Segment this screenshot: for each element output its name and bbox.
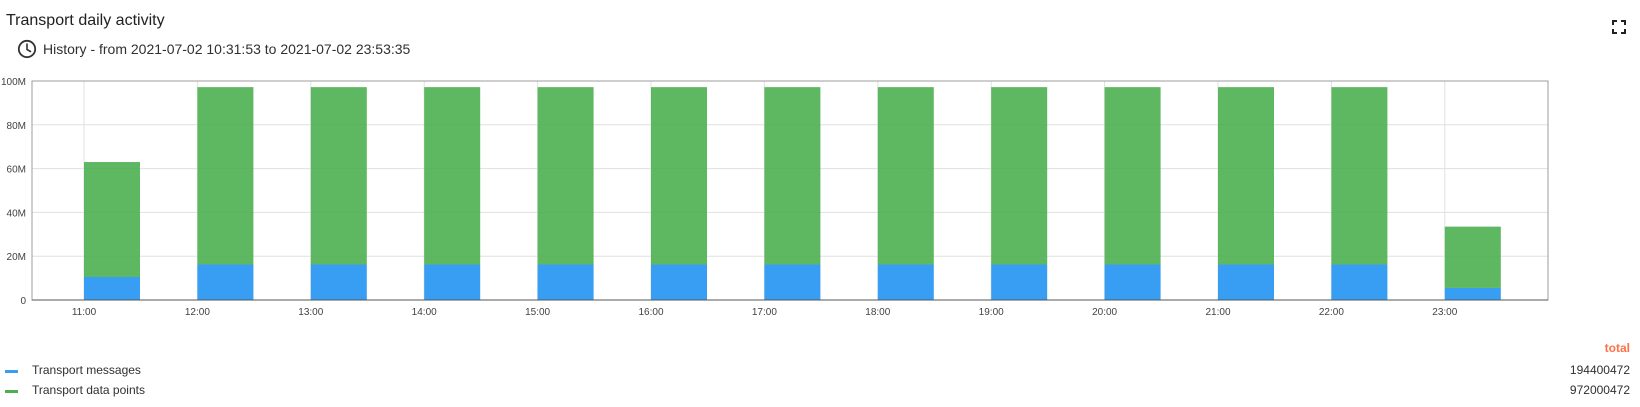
legend-label: Transport data points [32, 383, 145, 397]
x-tick-label: 16:00 [638, 307, 663, 318]
x-tick-label: 12:00 [185, 307, 210, 318]
bar-transport-messages [991, 264, 1048, 300]
bar-transport-data-points [651, 87, 707, 265]
legend-item-transport-messages[interactable]: Transport messages 194400472 [0, 362, 1640, 380]
legend-total-value: 972000472 [1569, 383, 1630, 397]
y-tick-label: 40M [7, 208, 26, 219]
bar-transport-messages [1331, 264, 1388, 300]
y-tick-label: 0 [20, 296, 26, 307]
bar-transport-messages [651, 264, 707, 300]
x-tick-label: 15:00 [525, 307, 550, 318]
bar-transport-messages [1104, 264, 1161, 300]
x-tick-label: 22:00 [1319, 307, 1344, 318]
y-tick-label: 80M [7, 121, 26, 132]
bar-transport-data-points [991, 87, 1048, 265]
history-timewindow[interactable]: History - from 2021-07-02 10:31:53 to 20… [17, 39, 410, 59]
y-tick-label: 100M [1, 77, 26, 88]
x-tick-label: 19:00 [979, 307, 1004, 318]
bar-transport-data-points [197, 87, 254, 265]
y-tick-label: 20M [7, 252, 26, 263]
legend-swatch [5, 370, 18, 373]
bar-transport-messages [877, 264, 934, 300]
bar-transport-messages [764, 264, 821, 300]
bar-transport-data-points [1218, 87, 1274, 265]
bar-transport-data-points [877, 87, 934, 265]
clock-icon [17, 39, 37, 59]
legend-label: Transport messages [32, 363, 141, 377]
legend-item-transport-data-points[interactable]: Transport data points 972000472 [0, 382, 1640, 400]
bar-transport-messages [197, 264, 254, 300]
bar-transport-data-points [537, 87, 594, 265]
bar-transport-messages [424, 264, 481, 300]
bar-transport-messages [84, 277, 140, 300]
legend-total-value: 194400472 [1569, 363, 1630, 377]
legend-swatch [5, 390, 18, 393]
x-tick-label: 21:00 [1205, 307, 1230, 318]
widget-title: Transport daily activity [6, 12, 165, 29]
x-tick-label: 17:00 [752, 307, 777, 318]
bar-transport-messages [310, 264, 367, 300]
bar-transport-data-points [764, 87, 821, 265]
bar-transport-data-points [310, 87, 367, 265]
bar-transport-messages [1444, 287, 1501, 300]
bar-transport-data-points [84, 162, 140, 278]
bar-transport-data-points [1331, 87, 1388, 265]
bar-transport-data-points [1444, 226, 1501, 288]
history-label: History - from 2021-07-02 10:31:53 to 20… [43, 41, 411, 57]
bar-transport-data-points [1104, 87, 1161, 265]
bar-chart: 0 20M 40M 60M 80M 100M 11:00 12:00 13:00 14:00 15:… [1, 77, 1549, 318]
x-tick-label: 23:00 [1432, 307, 1457, 318]
bar-transport-messages [537, 264, 594, 300]
x-tick-label: 20:00 [1092, 307, 1117, 318]
x-tick-label: 13:00 [298, 307, 323, 318]
legend-total-header: total [1604, 341, 1630, 355]
y-tick-label: 60M [7, 165, 26, 176]
bar-transport-messages [1218, 264, 1274, 300]
x-tick-label: 14:00 [412, 307, 437, 318]
x-tick-label: 18:00 [865, 307, 890, 318]
fullscreen-icon[interactable] [1612, 20, 1626, 34]
bar-transport-data-points [424, 87, 481, 265]
x-tick-label: 11:00 [72, 307, 97, 318]
